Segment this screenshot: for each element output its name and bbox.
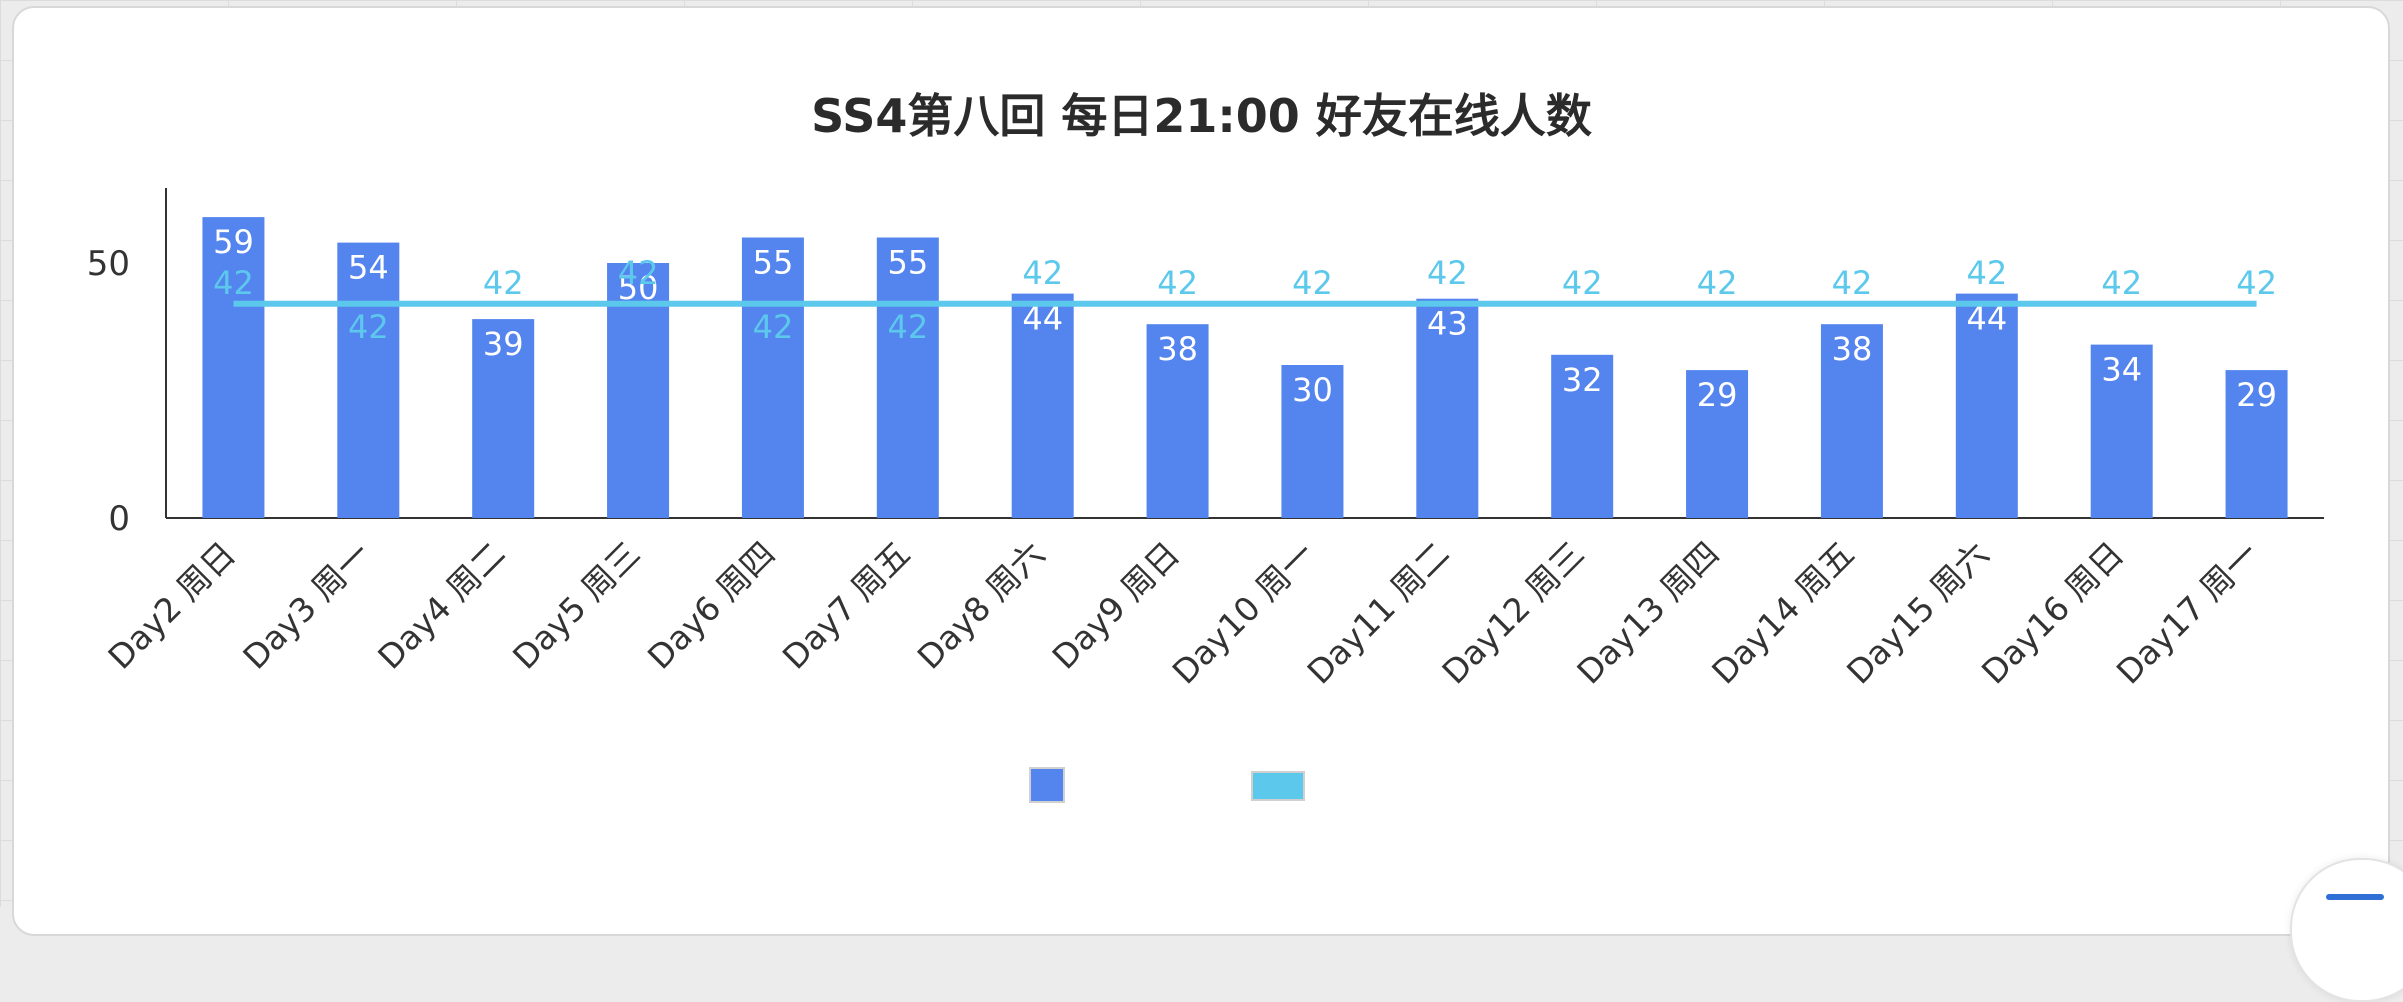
bar xyxy=(2090,344,2153,518)
bar-value-label: 55 xyxy=(887,244,928,282)
bar xyxy=(1281,365,1344,518)
line-value-label: 42 xyxy=(1966,254,2007,292)
line-value-label: 42 xyxy=(2236,264,2277,302)
bar xyxy=(1820,324,1883,518)
x-tick-label: Day7 周五 xyxy=(775,534,918,677)
line-value-label: 42 xyxy=(753,308,794,346)
line-value-label: 42 xyxy=(483,264,524,302)
legend-swatch-bar xyxy=(1029,767,1065,803)
bar-value-label: 55 xyxy=(753,244,794,282)
x-tick-label: Day13 周四 xyxy=(1569,534,1726,691)
x-tick-label: Day9 周日 xyxy=(1045,534,1188,677)
x-tick-label: Day14 周五 xyxy=(1704,534,1861,691)
chart-title: SS4第八回 每日21:00 好友在线人数 xyxy=(811,89,1592,143)
bar xyxy=(741,237,804,518)
x-tick-label: Day10 周一 xyxy=(1165,534,1322,691)
x-tick-label: Day6 周四 xyxy=(640,534,783,677)
bar-line-chart[interactable]: 0 50 59 Day2 周日 54 Day3 周一 39 Day4 周二 50 Day5 周三 5… xyxy=(0,0,2403,907)
x-tick-label: Day17 周一 xyxy=(2109,534,2266,691)
x-tick-label: Day12 周三 xyxy=(1434,534,1591,691)
bar-value-label: 50 xyxy=(618,269,659,307)
x-tick-label: Day15 周六 xyxy=(1839,534,1996,691)
y-tick-label: 50 xyxy=(87,244,130,284)
bar-value-label: 54 xyxy=(348,249,389,287)
line-value-label: 42 xyxy=(1697,264,1738,302)
bar xyxy=(472,319,535,518)
x-tick-label: Day4 周二 xyxy=(370,534,513,677)
legend-swatch-line xyxy=(1251,771,1305,801)
minus-icon xyxy=(2326,894,2384,900)
y-tick-label: 0 xyxy=(108,499,130,539)
bar xyxy=(1416,298,1479,518)
line-value-label: 42 xyxy=(1292,264,1333,302)
line-value-label: 42 xyxy=(213,264,254,302)
bar-value-label: 32 xyxy=(1562,361,1603,399)
bar-value-label: 29 xyxy=(2236,376,2277,414)
bar-value-label: 59 xyxy=(213,223,254,261)
bar xyxy=(1686,370,1749,518)
line-value-label: 42 xyxy=(348,308,389,346)
bar xyxy=(1146,324,1209,518)
line-value-label: 42 xyxy=(887,308,928,346)
bar xyxy=(1551,354,1614,518)
bar-value-label: 43 xyxy=(1427,305,1468,343)
bar xyxy=(202,217,265,518)
bar xyxy=(1955,293,2018,518)
x-tick-label: Day11 周二 xyxy=(1300,534,1457,691)
line-value-label: 42 xyxy=(1562,264,1603,302)
line-value-label: 42 xyxy=(1832,264,1873,302)
bar-value-label: 29 xyxy=(1697,376,1738,414)
bar-value-label: 38 xyxy=(1832,330,1873,368)
bar xyxy=(1011,293,1074,518)
line-value-label: 42 xyxy=(1427,254,1468,292)
x-tick-label: Day8 周六 xyxy=(910,534,1053,677)
line-value-label: 42 xyxy=(2101,264,2142,302)
bar xyxy=(876,237,939,518)
line-value-label: 42 xyxy=(1022,254,1063,292)
bar xyxy=(337,242,400,518)
bar xyxy=(2225,370,2288,518)
x-tick-label: Day2 周日 xyxy=(101,534,244,677)
bar-value-label: 34 xyxy=(2101,351,2142,389)
bar-value-label: 39 xyxy=(483,325,524,363)
x-tick-label: Day5 周三 xyxy=(505,534,648,677)
line-value-label: 42 xyxy=(618,254,659,292)
x-tick-label: Day16 周日 xyxy=(1974,534,2131,691)
bar-value-label: 30 xyxy=(1292,371,1333,409)
bar-value-label: 38 xyxy=(1157,330,1198,368)
line-value-label: 42 xyxy=(1157,264,1198,302)
x-tick-label: Day3 周一 xyxy=(235,534,378,677)
